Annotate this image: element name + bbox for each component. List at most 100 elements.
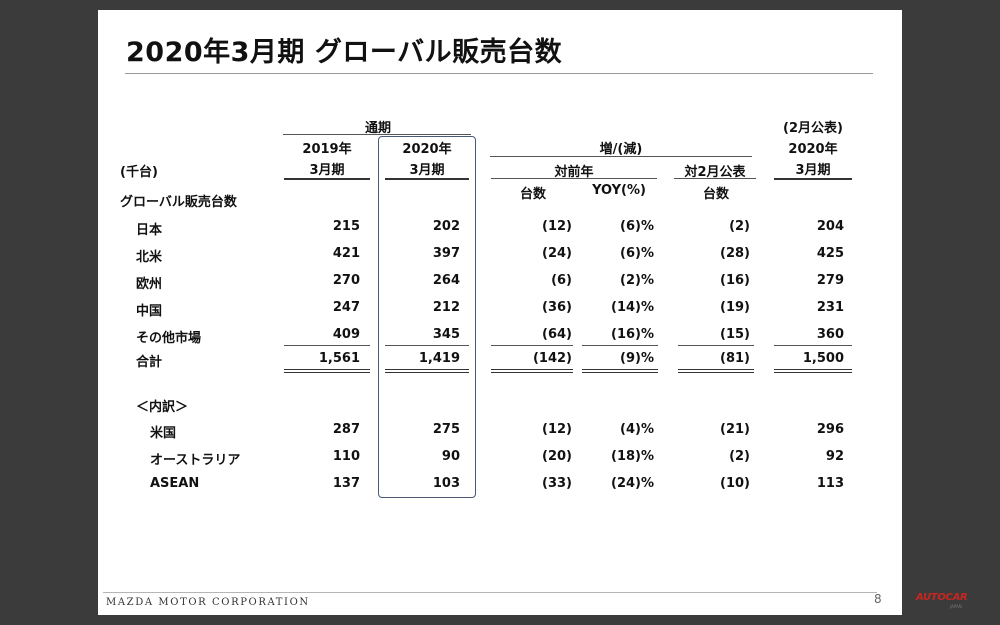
units-col-header: 台数 (519, 187, 546, 202)
fy2020-header-rule (385, 178, 469, 180)
diff-value: (12) (542, 219, 572, 234)
feb-value: 279 (816, 273, 844, 288)
vs-feb-value: (81) (720, 351, 750, 366)
total-top-rule (385, 345, 469, 346)
vs-feb-rule (674, 178, 756, 179)
watermark-logo: AUTOCAR (916, 592, 968, 603)
fy2019-value: 270 (332, 273, 360, 288)
total-double-rule (774, 369, 852, 373)
yoy-value: (4)% (620, 422, 654, 437)
fy2019-value: 421 (332, 246, 360, 261)
fy2019-header-period: 3月期 (309, 163, 345, 178)
feb-value: 1,500 (802, 351, 844, 366)
fy2019-value: 215 (332, 219, 360, 234)
feb-value: 360 (816, 327, 844, 342)
yoy-value: (16)% (611, 327, 654, 342)
breakdown-label: ＜内訳＞ (136, 400, 189, 415)
total-top-rule (582, 345, 658, 346)
watermark-logo-sub: JAPAN (950, 604, 962, 609)
diff-value: (64) (542, 327, 572, 342)
forecast-header-year: 2020年 (788, 142, 838, 157)
feb-value: 92 (825, 449, 844, 464)
feb-announcement-header: (2月公表) (783, 121, 843, 136)
vs-feb-value: (21) (720, 422, 750, 437)
change-group-rule (490, 156, 752, 157)
total-double-rule (491, 369, 573, 373)
forecast-header-period: 3月期 (795, 163, 831, 178)
forecast-header-rule (774, 178, 852, 180)
row-name: オーストラリア (150, 453, 241, 468)
diff-value: (20) (542, 449, 572, 464)
feb-value: 231 (816, 300, 844, 315)
row-name: 日本 (136, 223, 163, 238)
section-label: グローバル販売台数 (120, 195, 237, 210)
yoy-value: (6)% (620, 219, 654, 234)
diff-value: (6) (551, 273, 572, 288)
vs-feb-value: (28) (720, 246, 750, 261)
feb-value: 113 (816, 476, 844, 491)
fy2019-value: 247 (332, 300, 360, 315)
title-divider (125, 73, 873, 74)
row-name: 欧州 (136, 277, 163, 292)
total-double-rule (582, 369, 658, 373)
fy2019-value: 137 (332, 476, 360, 491)
yoy-value: (2)% (620, 273, 654, 288)
fy2019-value: 409 (332, 327, 360, 342)
diff-value: (36) (542, 300, 572, 315)
fy2019-value: 110 (332, 449, 360, 464)
row-name: その他市場 (136, 331, 202, 346)
diff-value: (142) (532, 351, 572, 366)
vs-feb-value: (2) (729, 219, 750, 234)
fy2019-header-rule (284, 178, 370, 180)
units-col-header-2: 台数 (702, 187, 729, 202)
fy2020-value: 212 (432, 300, 460, 315)
fy2020-value: 264 (432, 273, 460, 288)
feb-value: 204 (816, 219, 844, 234)
fy2019-value: 1,561 (318, 351, 360, 366)
vs-feb-value: (19) (720, 300, 750, 315)
row-name: 北米 (136, 250, 163, 265)
fy2020-value: 103 (432, 476, 460, 491)
slide: 2020年3月期 グローバル販売台数 通期 2019年 3月期 2020年 3月… (98, 10, 902, 615)
period-group-header: 通期 (364, 121, 391, 136)
fy2020-value: 345 (432, 327, 460, 342)
fy2019-value: 287 (332, 422, 360, 437)
diff-value: (33) (542, 476, 572, 491)
yoy-value: (18)% (611, 449, 654, 464)
fy2020-value: 397 (432, 246, 460, 261)
total-top-rule (774, 345, 852, 346)
yoy-value: (9)% (620, 351, 654, 366)
vs-feb-value: (2) (729, 449, 750, 464)
company-name: MAZDA MOTOR CORPORATION (106, 597, 310, 608)
fy2020-header-period: 3月期 (409, 163, 445, 178)
row-name: ASEAN (150, 476, 200, 491)
total-top-rule (491, 345, 573, 346)
fy2020-header-year: 2020年 (402, 142, 452, 157)
slide-title: 2020年3月期 グローバル販売台数 (126, 37, 563, 68)
total-top-rule (678, 345, 754, 346)
row-name: 中国 (136, 304, 163, 319)
row-name: 米国 (150, 426, 177, 441)
yoy-col-header: YOY(%) (592, 183, 646, 198)
fy2020-value: 1,419 (418, 351, 460, 366)
yoy-value: (24)% (611, 476, 654, 491)
total-double-rule (284, 369, 370, 373)
vs-feb-value: (10) (720, 476, 750, 491)
yoy-value: (6)% (620, 246, 654, 261)
unit-label: (千台) (120, 165, 158, 180)
footer-divider (103, 592, 877, 593)
fy2020-value: 275 (432, 422, 460, 437)
period-group-rule (283, 134, 471, 135)
vs-feb-value: (16) (720, 273, 750, 288)
total-double-rule (678, 369, 754, 373)
diff-value: (12) (542, 422, 572, 437)
vs-prior-year-header: 対前年 (554, 165, 594, 180)
vs-prior-year-rule (491, 178, 657, 179)
feb-value: 425 (816, 246, 844, 261)
vs-feb-header: 対2月公表 (684, 165, 746, 180)
vs-feb-value: (15) (720, 327, 750, 342)
fy2019-header-year: 2019年 (302, 142, 352, 157)
yoy-value: (14)% (611, 300, 654, 315)
fy2020-value: 90 (441, 449, 460, 464)
total-top-rule (284, 345, 370, 346)
